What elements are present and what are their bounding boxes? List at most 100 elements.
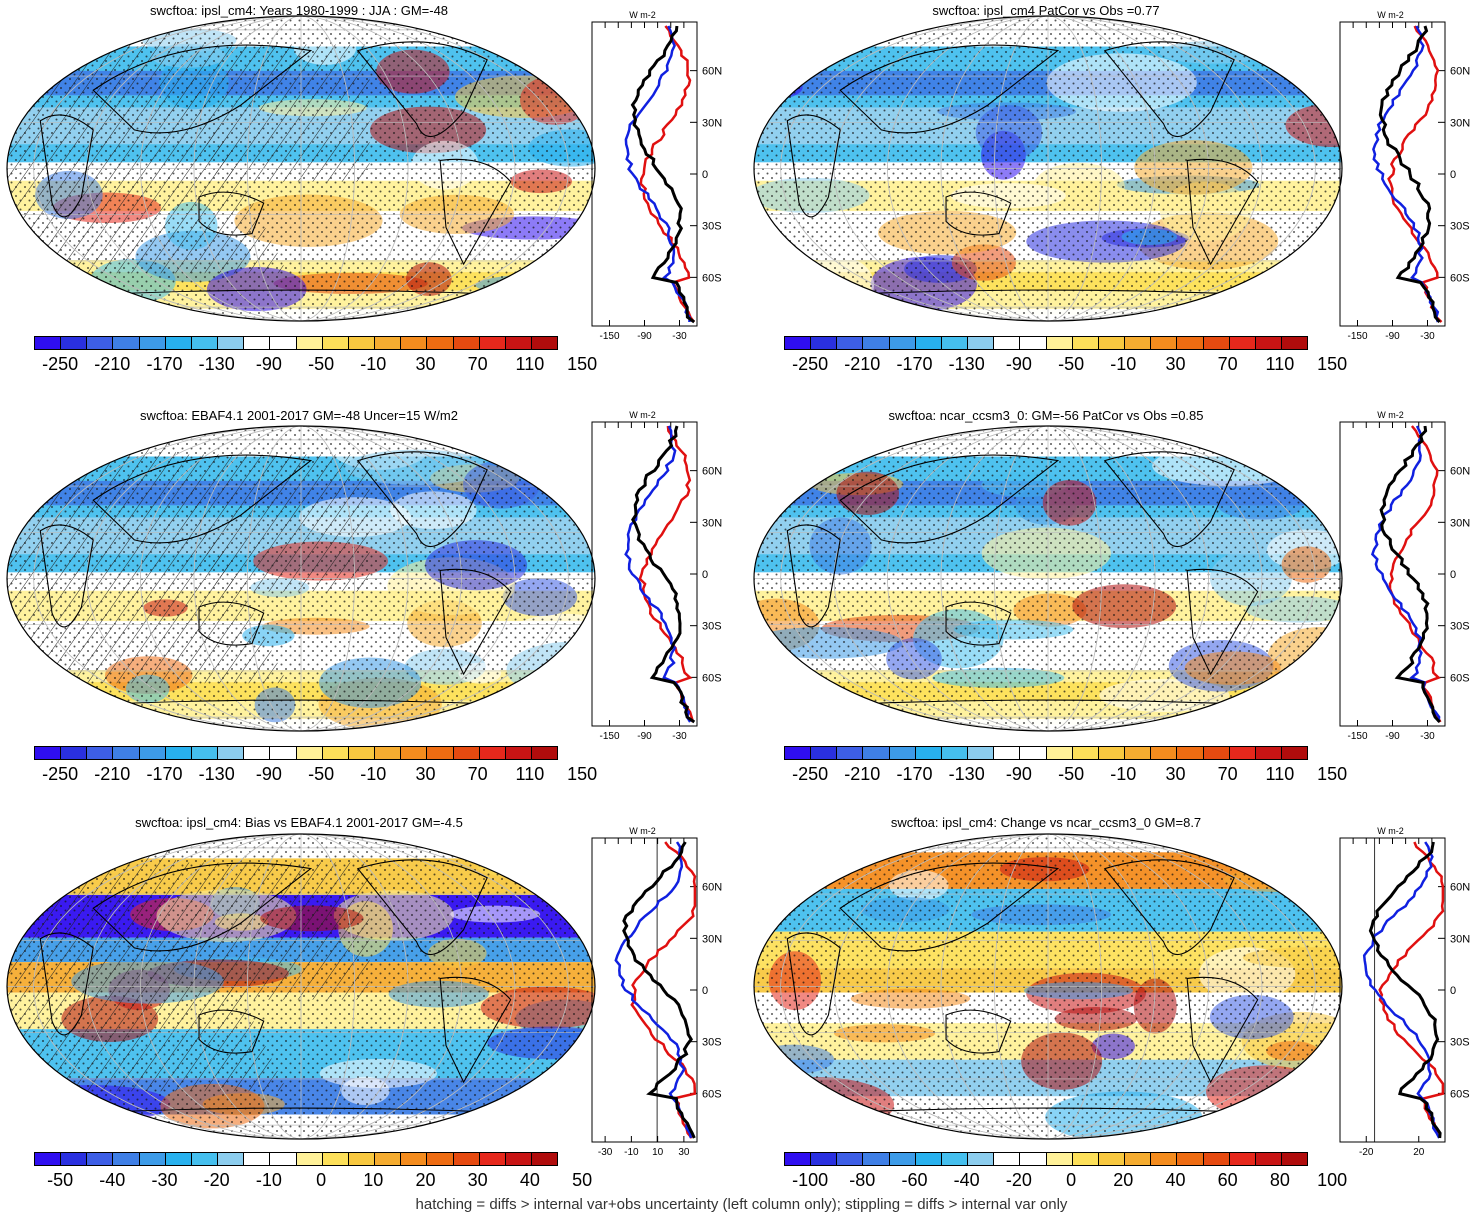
lat-tick-label: 30S — [702, 621, 722, 633]
colorbar-segment — [348, 337, 376, 349]
colorbar-segment — [941, 337, 969, 349]
colorbar-segment — [968, 337, 995, 349]
lat-tick-label: 60S — [702, 272, 722, 284]
lat-tick-label: 60N — [1450, 882, 1470, 894]
colorbar-tick-label: 110 — [1265, 764, 1295, 784]
colorbar-segment — [994, 337, 1021, 349]
colorbar-segment — [941, 1153, 969, 1165]
colorbar-segment — [889, 337, 916, 349]
colorbar-tick-label: 150 — [567, 354, 598, 374]
colorbar-segment — [994, 747, 1021, 759]
colorbar-tick-label: 0 — [316, 1170, 327, 1190]
colorbar-segment — [811, 337, 838, 349]
zonal-x-tick-label: -30 — [672, 331, 687, 342]
colorbar-segment — [87, 1153, 114, 1165]
zonal-mean-plot-2: W m-2 60N 30N 0 30S 60S -150 -90 -30 — [1339, 10, 1470, 342]
lat-tick-label: 0 — [702, 569, 708, 581]
zonal-unit-label: W m-2 — [1377, 10, 1404, 20]
zonal-unit-label: W m-2 — [1377, 826, 1404, 836]
colorbar-tick-label: 110 — [515, 354, 545, 374]
colorbar-segment — [994, 1153, 1021, 1165]
colorbar-tick-label: -170 — [896, 764, 933, 784]
colorbar-tick-label: -20 — [1005, 1170, 1032, 1190]
colorbar-segment — [244, 747, 271, 759]
colorbar-segment — [1046, 337, 1073, 349]
zonal-x-tick-label: -150 — [1347, 731, 1367, 742]
colorbar-segment — [1281, 337, 1308, 349]
colorbar-segment — [915, 1153, 942, 1165]
lat-tick-label: 30S — [1450, 221, 1470, 233]
colorbar-segment — [1177, 747, 1204, 759]
map-boundary — [753, 833, 1343, 1140]
colorbar-tick-label: 70 — [467, 764, 488, 784]
colorbar-segment — [401, 337, 428, 349]
colorbar-tick-label: -90 — [1005, 764, 1032, 784]
zonal-x-tick-label: -90 — [1385, 731, 1400, 742]
zonal-x-tick-label: -30 — [672, 731, 687, 742]
panel-title-2: swcftoa: ipsl_cm4 PatCor vs Obs =0.77 — [932, 3, 1160, 18]
colorbar-tick-label: 110 — [515, 764, 545, 784]
colorbar-segment — [785, 337, 812, 349]
zonal-unit-label: W m-2 — [629, 826, 656, 836]
colorbar-tick-label: -170 — [146, 354, 183, 374]
colorbar-tick-label: -20 — [203, 1170, 230, 1190]
zonal-mean-plot-5: W m-2 60N 30N 0 30S 60S -30 -10 10 30 — [591, 826, 722, 1158]
colorbar-tick-label: -10 — [360, 354, 387, 374]
colorbar-segment — [427, 337, 454, 349]
zonal-mean-plot-4: W m-2 60N 30N 0 30S 60S -150 -90 -30 — [1339, 410, 1470, 742]
colorbar-tick-label: 30 — [415, 354, 436, 374]
colorbar-segment — [113, 1153, 140, 1165]
colorbar-segment — [348, 747, 376, 759]
zonal-mean-plot-1: W m-2 60N 30N 0 30S 60S -150 -90 -30 — [591, 10, 722, 342]
colorbar-segment — [1203, 747, 1230, 759]
colorbar-tick-label: 50 — [572, 1170, 593, 1190]
colorbar-segment — [322, 337, 349, 349]
colorbar-tick-label: -130 — [948, 764, 985, 784]
colorbar-segment — [191, 747, 219, 759]
zonal-x-tick-label: -90 — [637, 731, 652, 742]
colorbar-segment — [322, 1153, 349, 1165]
colorbar-labels-6: -100 -80 -60 -40 -20 0 20 40 60 80 100 — [784, 1170, 1347, 1192]
panel-title-3: swcftoa: EBAF4.1 2001-2017 GM=-48 Uncer=… — [140, 408, 458, 423]
colorbar-tick-label: 30 — [1165, 354, 1186, 374]
lat-tick-label: 30S — [702, 1037, 722, 1049]
colorbar-segment — [479, 337, 506, 349]
zonal-x-tick-label: -90 — [637, 331, 652, 342]
colorbar-segment — [1125, 337, 1152, 349]
map-boundary — [6, 833, 596, 1140]
colorbar-segment — [244, 1153, 271, 1165]
colorbar-tick-label: 0 — [1066, 1170, 1077, 1190]
colorbar-tick-label: -90 — [1005, 354, 1032, 374]
colorbar-segment — [479, 747, 506, 759]
colorbar-tick-label: -170 — [146, 764, 183, 784]
colorbar-tick-label: -210 — [844, 764, 881, 784]
lat-tick-label: 30S — [702, 221, 722, 233]
colorbar-tick-label: 150 — [1317, 764, 1348, 784]
lat-tick-label: 30N — [702, 517, 722, 529]
footer-note: hatching = diffs > internal var+obs unce… — [415, 1196, 1068, 1213]
colorbar-tick-label: -250 — [42, 354, 79, 374]
colorbar-1 — [34, 336, 558, 350]
colorbar-tick-label: 110 — [1265, 354, 1295, 374]
colorbar-segment — [113, 337, 140, 349]
colorbar-segment — [87, 337, 114, 349]
zonal-x-tick-label: -10 — [624, 1147, 639, 1158]
colorbar-segment — [889, 1153, 916, 1165]
colorbar-segment — [453, 337, 480, 349]
colorbar-3 — [34, 746, 558, 760]
colorbar-tick-label: -130 — [948, 354, 985, 374]
map-panel-4 — [753, 425, 1343, 732]
colorbar-segment — [1255, 747, 1282, 759]
colorbar-tick-label: 40 — [1165, 1170, 1186, 1190]
colorbar-segment — [863, 1153, 890, 1165]
colorbar-tick-label: -10 — [1110, 764, 1137, 784]
colorbar-tick-label: -10 — [1110, 354, 1137, 374]
panel-title-5: swcftoa: ipsl_cm4: Bias vs EBAF4.1 2001-… — [135, 815, 463, 830]
colorbar-segment — [811, 747, 838, 759]
colorbar-segment — [139, 1153, 166, 1165]
colorbar-segment — [915, 337, 942, 349]
zonal-unit-label: W m-2 — [629, 410, 656, 420]
colorbar-segment — [35, 747, 62, 759]
colorbar-tick-label: 150 — [1317, 354, 1348, 374]
panel-title-1: swcftoa: ipsl_cm4: Years 1980-1999 : JJA… — [149, 3, 449, 18]
